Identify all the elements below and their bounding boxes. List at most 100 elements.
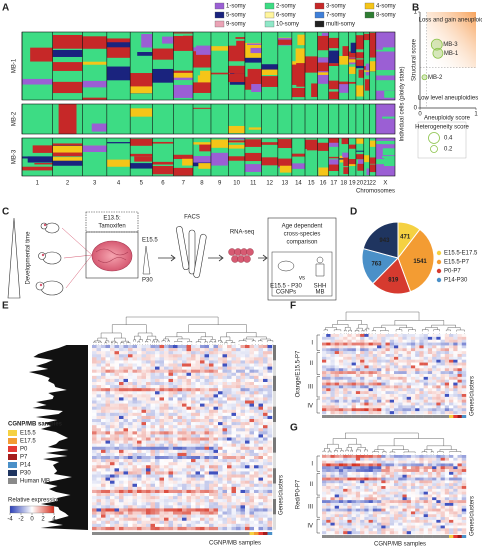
heatmap-cell bbox=[182, 372, 187, 377]
heatmap-cell bbox=[415, 486, 420, 490]
dendrogram bbox=[437, 451, 444, 453]
heatmap-cell bbox=[186, 486, 192, 491]
heatmap-cell bbox=[330, 463, 335, 467]
heatmap-cell bbox=[389, 345, 395, 349]
heatmap-cell bbox=[236, 499, 241, 503]
heatmap-cell bbox=[119, 375, 124, 380]
cluster-label: I bbox=[311, 340, 313, 346]
heatmap-cell bbox=[254, 378, 259, 383]
heatmap-cell bbox=[204, 480, 210, 484]
heatmap-cell bbox=[128, 422, 133, 426]
heatmap-cell bbox=[377, 511, 382, 515]
heatmap-cell bbox=[213, 483, 219, 488]
heatmap-cell bbox=[213, 514, 219, 518]
heatmap-cell bbox=[186, 434, 192, 438]
heatmap-cell bbox=[227, 400, 232, 404]
heatmap-cell bbox=[415, 339, 420, 343]
heatmap-cell bbox=[330, 351, 335, 355]
heatmap-cell bbox=[453, 388, 458, 392]
heatmap-cell bbox=[213, 468, 219, 472]
heatmap-cell bbox=[258, 465, 264, 469]
heatmap-cell bbox=[440, 365, 446, 369]
heatmap-cell bbox=[114, 437, 120, 441]
cell bbox=[246, 248, 254, 256]
heatmap-cell bbox=[209, 526, 214, 531]
ploidy-block bbox=[193, 82, 211, 93]
heatmap-cell bbox=[159, 391, 165, 395]
ploidy-block bbox=[375, 70, 395, 76]
heatmap-cell bbox=[389, 388, 395, 392]
heatmap-cell bbox=[150, 440, 156, 444]
dendrogram bbox=[445, 329, 451, 332]
heatmap-cell bbox=[141, 357, 147, 361]
heatmap-cell bbox=[249, 406, 255, 410]
heatmap-cell bbox=[360, 385, 365, 389]
heatmap-cell bbox=[186, 400, 192, 404]
heatmap-cell bbox=[173, 363, 178, 367]
dendrogram bbox=[364, 449, 368, 452]
heatmap-cell bbox=[173, 493, 178, 497]
heatmap-cell bbox=[423, 466, 429, 470]
heatmap-cell bbox=[355, 483, 361, 487]
heatmap-cell bbox=[263, 459, 268, 463]
heatmap-cell bbox=[195, 375, 201, 380]
heatmap-cell bbox=[92, 520, 97, 525]
heatmap-cell bbox=[427, 376, 433, 380]
heatmap-cell bbox=[263, 486, 268, 491]
heatmap-cell bbox=[457, 497, 462, 501]
heatmap-cell bbox=[423, 385, 429, 389]
heatmap-cell bbox=[200, 449, 205, 454]
heatmap-cell bbox=[114, 357, 120, 361]
heatmap-cell bbox=[231, 369, 237, 373]
heatmap-cell bbox=[209, 434, 214, 438]
heatmap-cell bbox=[377, 502, 382, 506]
heatmap-cell bbox=[173, 378, 178, 383]
heatmap-cell bbox=[150, 489, 156, 494]
heatmap-cell bbox=[440, 396, 446, 400]
heatmap-cell bbox=[101, 382, 106, 386]
heatmap-cell bbox=[177, 415, 183, 420]
heatmap-cell bbox=[449, 356, 454, 360]
heatmap-cell bbox=[267, 372, 273, 377]
heatmap-cell bbox=[385, 511, 390, 515]
heatmap-cell bbox=[351, 502, 357, 506]
dendrogram bbox=[246, 336, 267, 340]
heatmap-cell bbox=[119, 480, 124, 484]
heatmap-cell bbox=[119, 449, 124, 454]
heatmap-cell bbox=[155, 489, 160, 494]
heatmap-cell bbox=[240, 499, 246, 503]
dendrogram bbox=[138, 339, 143, 342]
heatmap-cell bbox=[360, 379, 365, 383]
heatmap-cell bbox=[173, 480, 178, 484]
heatmap-cell bbox=[177, 446, 183, 451]
heatmap-cell bbox=[218, 511, 223, 515]
heatmap-cell bbox=[114, 397, 120, 401]
heatmap-cell bbox=[119, 508, 124, 512]
heatmap-cell bbox=[258, 345, 264, 349]
heatmap-cell bbox=[155, 499, 160, 503]
heatmap-cell bbox=[231, 409, 237, 414]
heatmap-cell bbox=[427, 405, 433, 409]
heatmap-cell bbox=[398, 497, 403, 501]
heatmap-cell bbox=[398, 471, 403, 475]
heatmap-cell bbox=[164, 456, 169, 460]
heatmap-cell bbox=[427, 408, 433, 412]
ploidy-block bbox=[58, 104, 77, 134]
heatmap-cell bbox=[360, 362, 365, 366]
ploidy-block bbox=[134, 74, 153, 85]
heatmap-cell bbox=[449, 359, 454, 363]
heatmap-cell bbox=[240, 403, 246, 407]
heatmap-cell bbox=[423, 502, 429, 506]
heatmap-cell bbox=[372, 508, 378, 512]
heatmap-cell bbox=[96, 493, 102, 497]
heatmap-cell bbox=[372, 334, 378, 338]
heatmap-cell bbox=[231, 489, 237, 494]
heatmap-cell bbox=[236, 366, 241, 370]
heatmap-cell bbox=[240, 468, 246, 472]
heatmap-cell bbox=[334, 500, 340, 504]
heatmap-cell bbox=[245, 505, 250, 509]
heatmap-cell bbox=[267, 483, 273, 488]
heatmap-cell bbox=[381, 480, 386, 484]
heatmap-cell bbox=[141, 511, 147, 515]
heatmap-cell bbox=[419, 502, 424, 506]
